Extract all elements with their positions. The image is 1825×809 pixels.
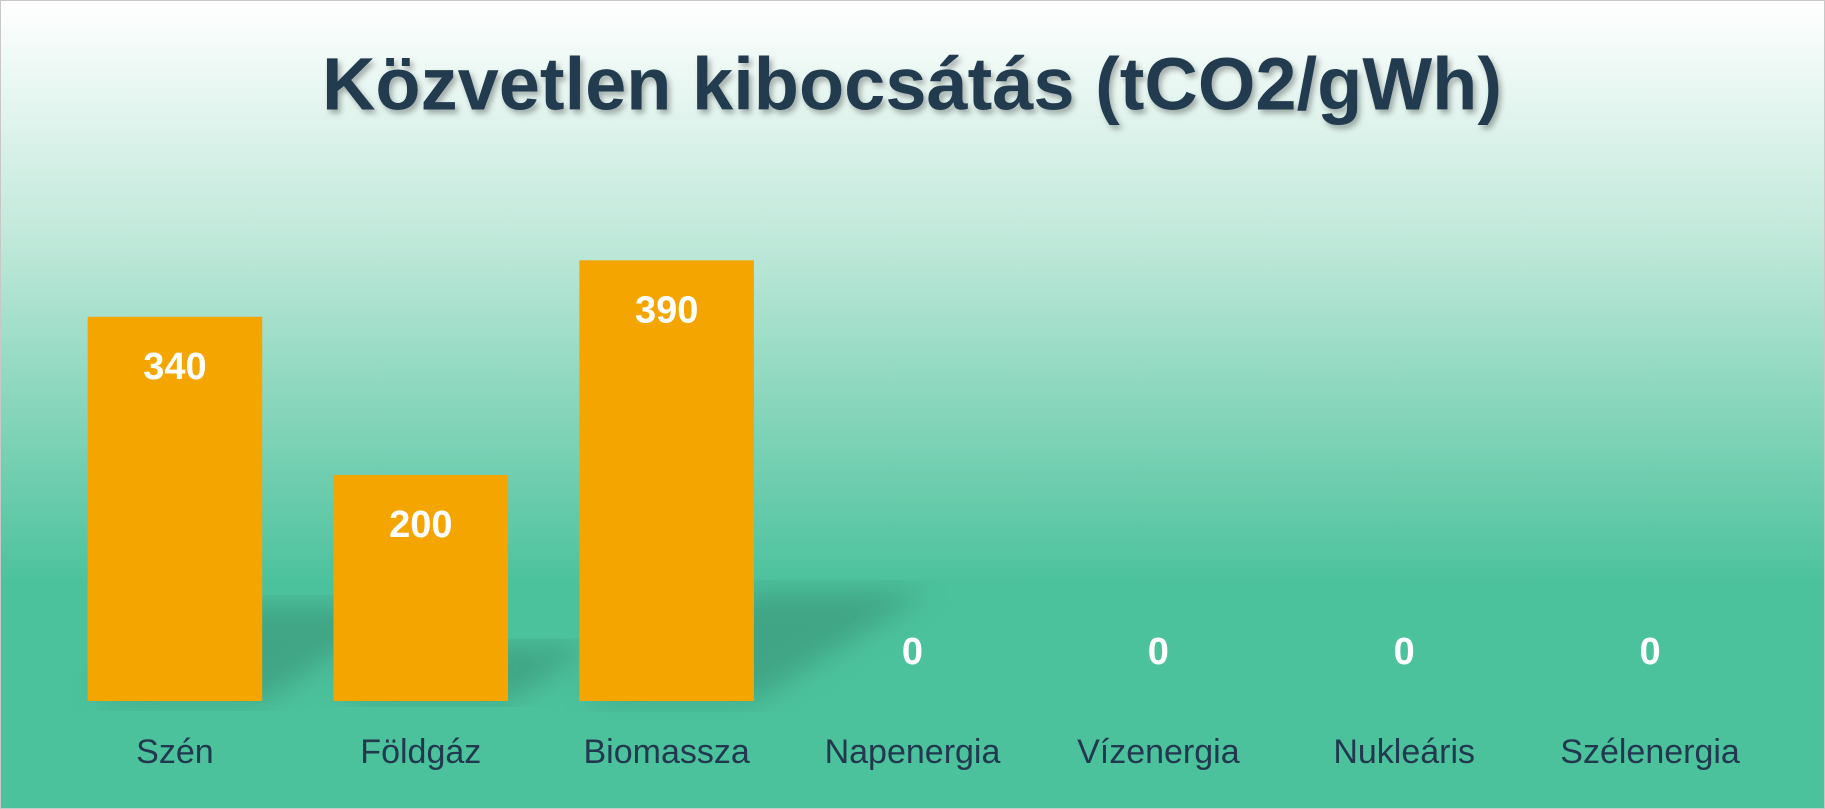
x-tick-label: Biomassza (584, 733, 750, 771)
x-tick-label: Nukleáris (1333, 733, 1475, 771)
data-label: 0 (1640, 631, 1661, 673)
x-tick-label: Földgáz (360, 733, 481, 771)
x-tick-label: Napenergia (825, 733, 1001, 771)
data-label: 340 (143, 346, 206, 388)
data-label: 0 (902, 631, 923, 673)
chart-title: Közvetlen kibocsátás (tCO2/gWh) (322, 43, 1502, 126)
data-label: 390 (635, 289, 698, 331)
bar (333, 475, 509, 701)
data-label: 0 (1394, 631, 1415, 673)
bar (579, 260, 754, 701)
x-tick-label: Szélenergia (1560, 733, 1740, 771)
bar (87, 316, 263, 701)
data-label: 200 (389, 504, 452, 546)
data-label: 0 (1148, 631, 1169, 673)
x-tick-label: Vízenergia (1077, 733, 1240, 771)
x-tick-label: Szén (136, 733, 214, 771)
